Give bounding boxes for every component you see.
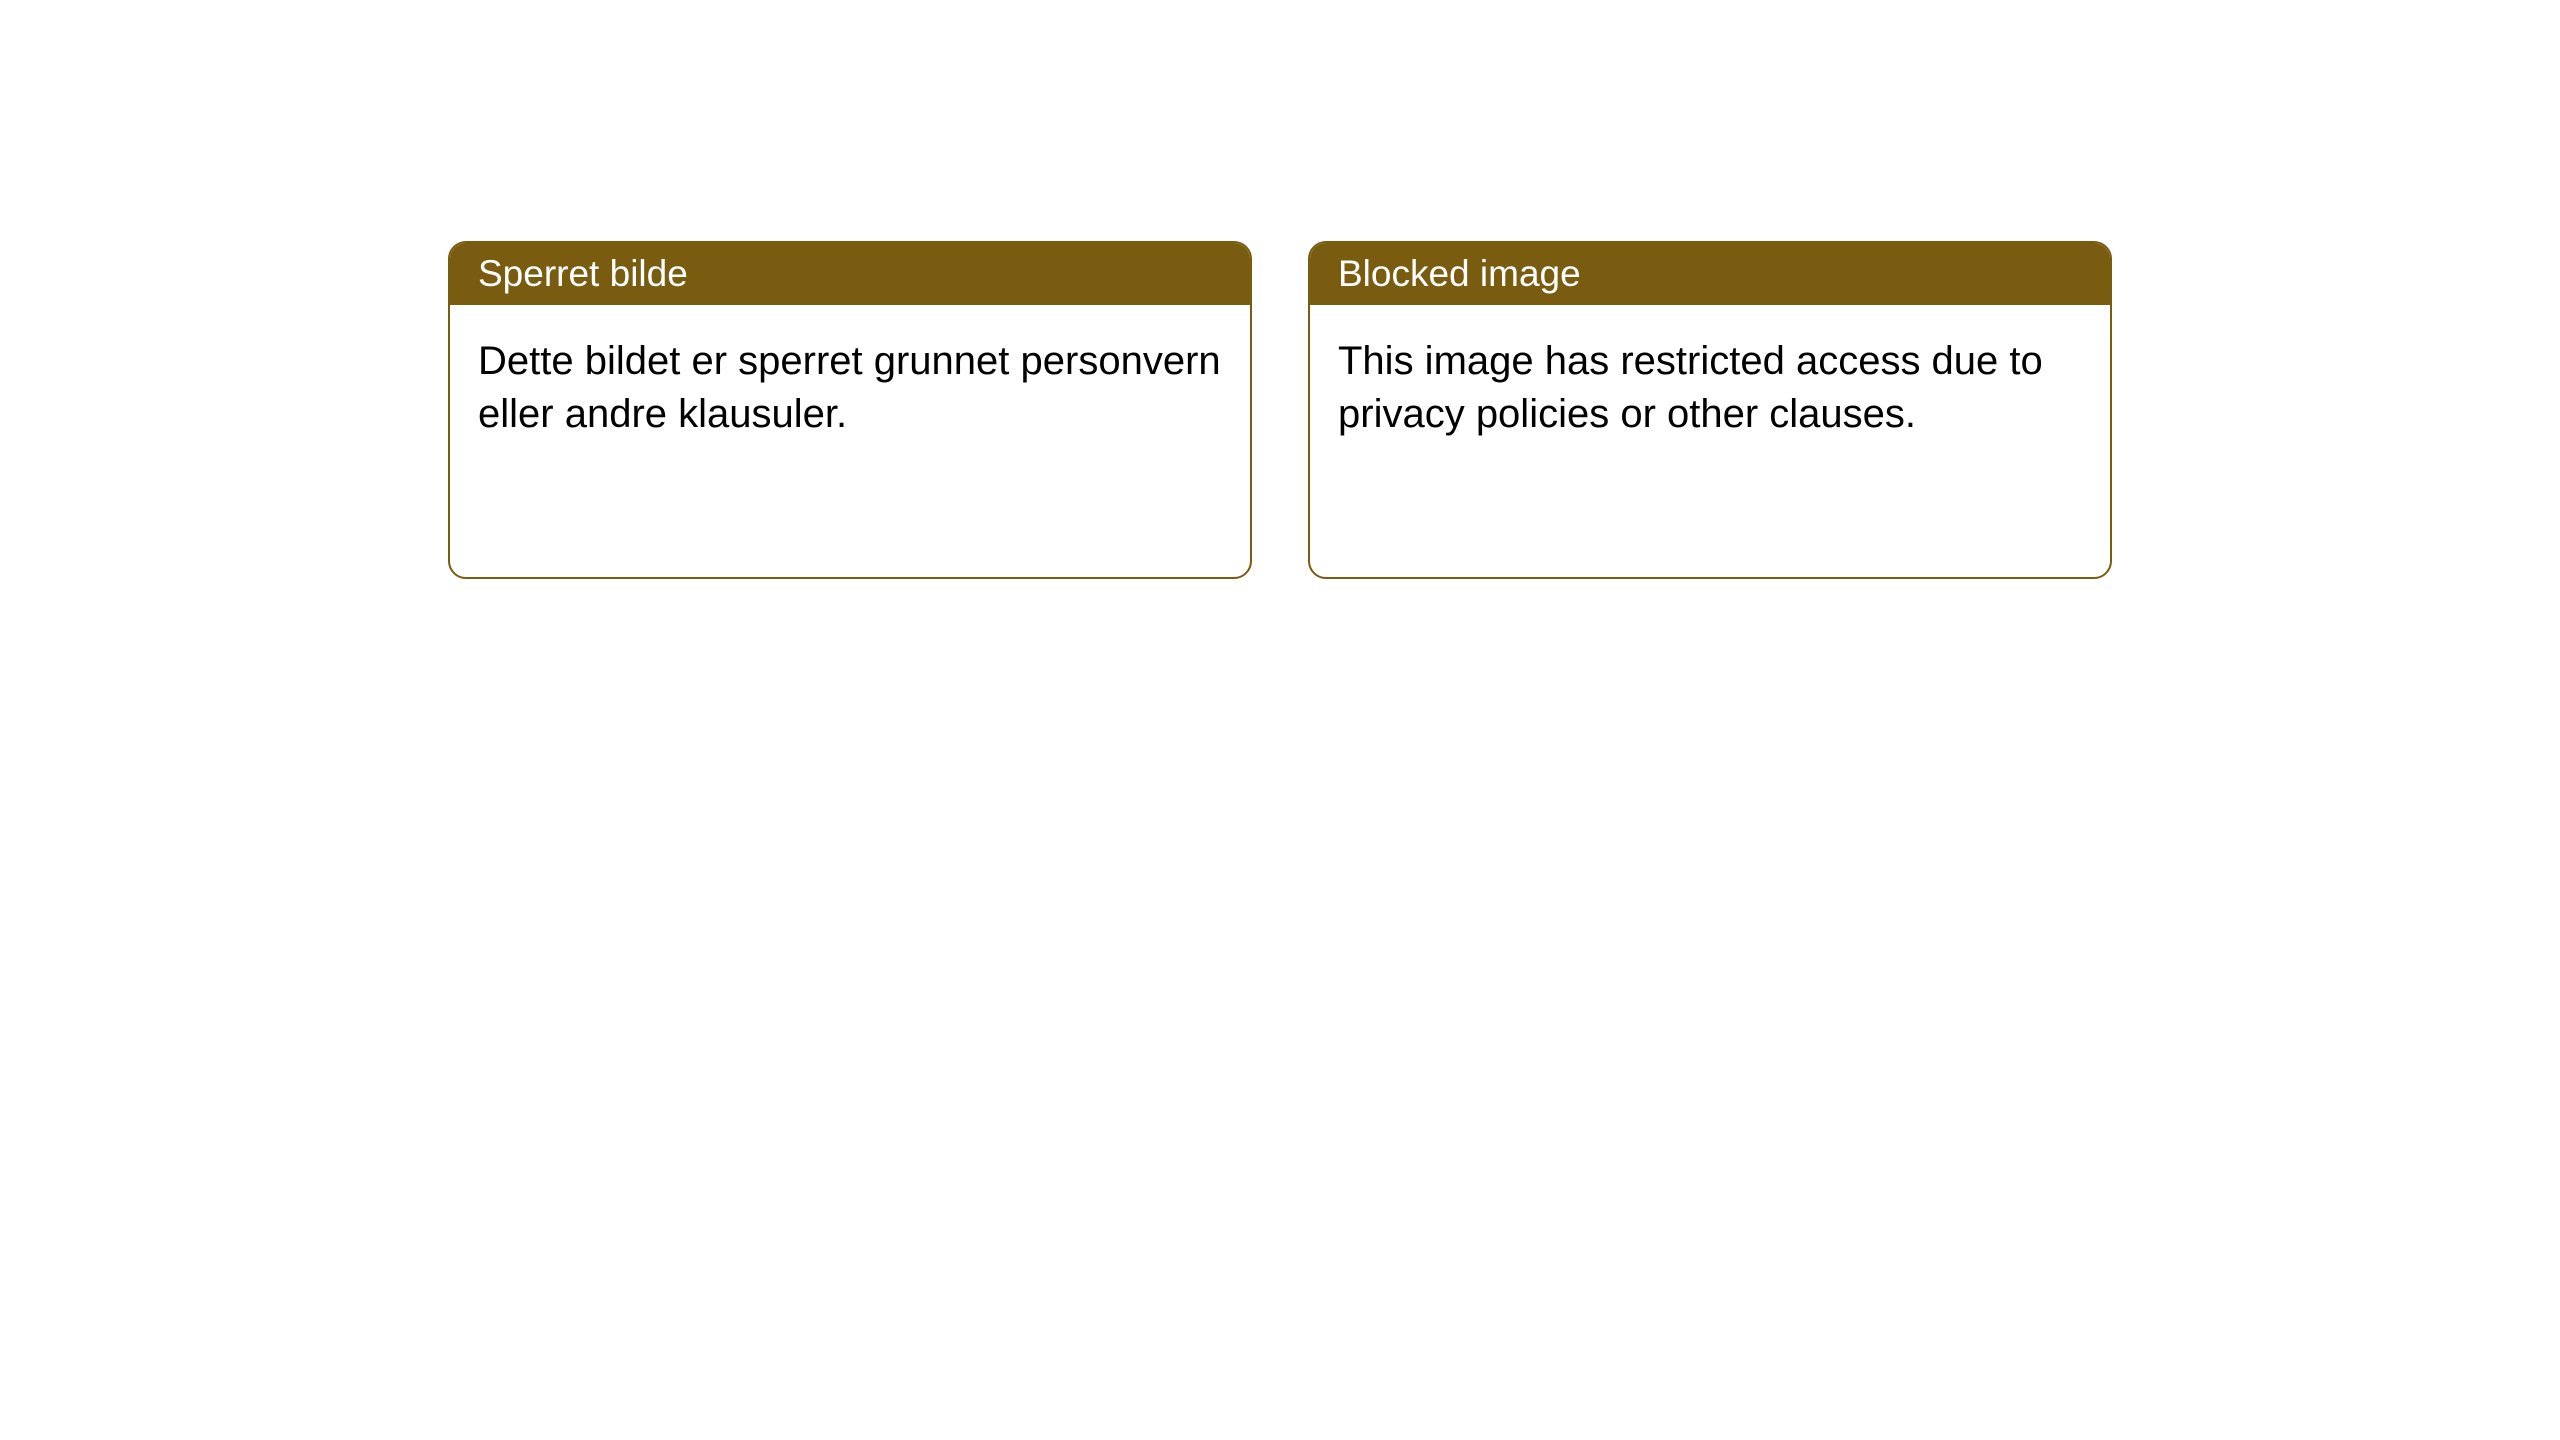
notice-title: Sperret bilde xyxy=(478,253,688,294)
notice-card-norwegian: Sperret bilde Dette bildet er sperret gr… xyxy=(448,241,1252,579)
notice-body-text: Dette bildet er sperret grunnet personve… xyxy=(478,339,1221,436)
notice-header: Sperret bilde xyxy=(450,243,1250,305)
notice-header: Blocked image xyxy=(1310,243,2110,305)
notice-title: Blocked image xyxy=(1338,253,1581,294)
notice-container: Sperret bilde Dette bildet er sperret gr… xyxy=(0,0,2560,579)
notice-body: Dette bildet er sperret grunnet personve… xyxy=(450,305,1250,577)
notice-body-text: This image has restricted access due to … xyxy=(1338,339,2043,436)
notice-card-english: Blocked image This image has restricted … xyxy=(1308,241,2112,579)
notice-body: This image has restricted access due to … xyxy=(1310,305,2110,577)
